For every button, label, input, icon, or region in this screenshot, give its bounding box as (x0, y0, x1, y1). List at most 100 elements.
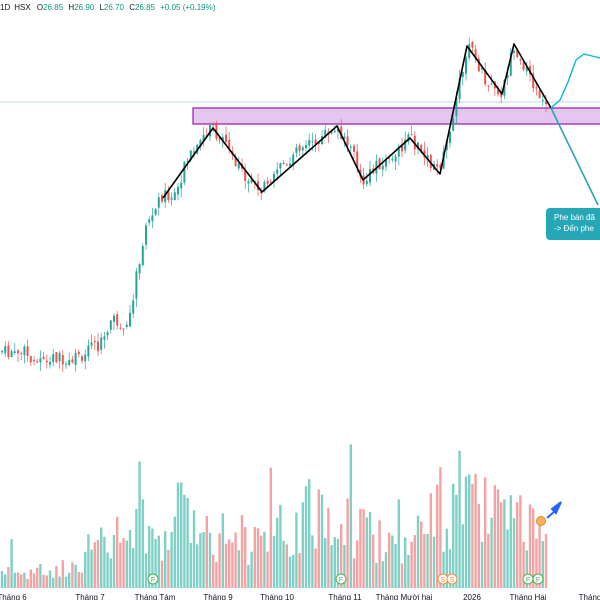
candle (423, 141, 426, 166)
candle-body (247, 181, 250, 184)
candle (97, 332, 99, 357)
volume-bar (426, 533, 429, 588)
candle-body (4, 346, 7, 354)
volume-bar (237, 550, 240, 588)
candle (385, 154, 387, 172)
candle-body (282, 163, 285, 165)
volume-bar (170, 532, 173, 588)
candle-body (135, 271, 138, 299)
candle (36, 358, 39, 364)
candle-body (74, 352, 77, 366)
candle (167, 186, 170, 203)
candle (13, 342, 16, 355)
x-tick-label: Tháng Mười hai (376, 593, 433, 600)
marker-circle (335, 573, 347, 585)
volume-bar (218, 533, 221, 588)
volume-bar (180, 482, 183, 588)
volume-bar (183, 494, 186, 588)
candle (93, 336, 96, 351)
candle (218, 137, 221, 144)
candle-body (234, 156, 237, 166)
volume-bar (221, 513, 224, 588)
volume-bar (36, 567, 39, 588)
candle-body (151, 215, 154, 222)
close-label: C (129, 3, 135, 12)
volume-bar (327, 507, 330, 588)
candle-body (61, 354, 64, 365)
candle (295, 143, 298, 158)
ohlc-legend: 1D HSX O26.85 H26.90 L26.70 C26.85 +0.05 … (0, 2, 218, 14)
candle-body (311, 141, 314, 143)
volume-bar (154, 538, 157, 588)
volume-bar (362, 509, 365, 588)
candle-body (7, 345, 10, 358)
candle-body (228, 139, 231, 150)
candle-body (349, 146, 352, 148)
volume-bar (317, 489, 320, 588)
x-tick-label: Tháng 6 (0, 593, 27, 600)
candle-body (119, 327, 122, 329)
volume-bar (160, 560, 164, 588)
candle-body (545, 101, 547, 105)
marker-label: S (441, 577, 446, 584)
pattern-zigzag (162, 43, 552, 199)
volume-bar (285, 544, 288, 588)
candle (132, 293, 135, 319)
candle-body (68, 359, 71, 366)
candle-body (84, 354, 87, 362)
volume-bar (61, 560, 64, 588)
candle-body (100, 337, 103, 350)
candle-body (266, 180, 269, 184)
annotation-callout[interactable]: Phe bán đã -> Đến phe (546, 208, 600, 240)
candle-body (55, 352, 58, 363)
candle (170, 192, 173, 206)
candle-body (269, 181, 272, 183)
volume-bar (442, 551, 445, 588)
projection-line (550, 53, 600, 109)
volume-bar (272, 536, 276, 588)
volume-bar (519, 495, 522, 588)
candle (100, 332, 103, 354)
candle-body (471, 41, 474, 48)
candle-body (401, 143, 403, 152)
candle (426, 147, 429, 167)
candle (141, 243, 144, 267)
candle (202, 126, 205, 147)
volume-bar (378, 520, 381, 588)
volume-bar (503, 499, 506, 588)
candle (289, 157, 291, 168)
volume-bar (196, 544, 199, 588)
x-tick-label: 2026 (463, 593, 481, 600)
candle (285, 163, 288, 167)
candle-body (436, 164, 439, 167)
arrow-icon (546, 501, 562, 519)
candle-body (157, 197, 160, 208)
candle-body (65, 363, 67, 365)
volume-bar (106, 552, 109, 588)
volume-bar (32, 573, 36, 588)
open-label: O (36, 3, 44, 12)
volume-bar (4, 574, 7, 588)
volume-bar (103, 536, 106, 588)
volume-bar (167, 549, 170, 588)
volume-bar (253, 527, 256, 588)
candle-body (481, 67, 483, 70)
volume-bar (247, 564, 250, 588)
volume-bar (400, 563, 404, 588)
candle-body (132, 300, 135, 314)
candle (314, 133, 317, 153)
volume-bar (343, 544, 346, 588)
volume-bar (384, 552, 388, 588)
volume-bar (404, 537, 407, 588)
candle (55, 351, 58, 364)
candle-body (535, 87, 538, 89)
candle (52, 348, 55, 367)
volume-bar (231, 542, 234, 588)
candles-layer (1, 37, 547, 372)
callout-pointer (550, 107, 599, 206)
candle-body (145, 225, 147, 245)
volume-bar (288, 556, 292, 588)
volume-bar (368, 511, 372, 588)
